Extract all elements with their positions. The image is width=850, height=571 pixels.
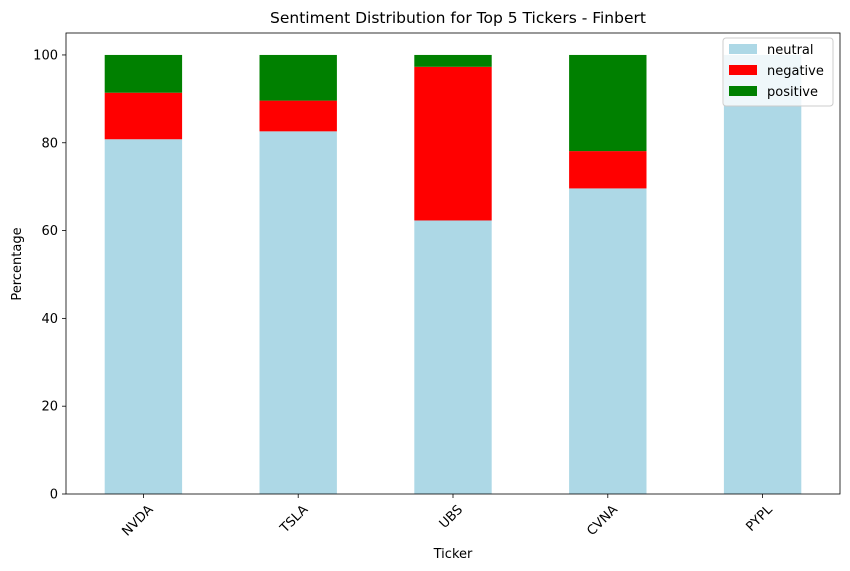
x-tick-label-cvna: CVNA xyxy=(584,502,621,539)
x-tick-label-pypl: PYPL xyxy=(743,502,776,535)
y-tick-label: 20 xyxy=(41,400,58,415)
bar-negative-tsla xyxy=(259,100,337,132)
y-tick-label: 40 xyxy=(41,312,58,327)
y-axis-label: Percentage xyxy=(10,227,25,300)
x-tick-label-nvda: NVDA xyxy=(119,502,156,539)
bar-neutral-ubs xyxy=(414,220,492,494)
chart-title: Sentiment Distribution for Top 5 Tickers… xyxy=(270,9,646,27)
bars-group xyxy=(104,54,802,495)
plot-frame xyxy=(65,32,841,495)
bar-positive-tsla xyxy=(259,54,337,101)
bar-negative-cvna xyxy=(569,151,647,189)
bar-neutral-tsla xyxy=(259,131,337,494)
x-tick-label-tsla: TSLA xyxy=(277,502,311,536)
y-axis-ticks: 0 20 40 60 80 100 xyxy=(33,48,66,503)
legend-swatch-neutral xyxy=(729,44,757,54)
bar-positive-nvda xyxy=(104,54,183,93)
bar-negative-nvda xyxy=(104,92,183,140)
legend-label-neutral: neutral xyxy=(767,43,814,58)
x-axis-ticks: NVDA TSLA UBS CVNA PYPL xyxy=(119,494,776,539)
bar-negative-ubs xyxy=(414,66,492,221)
legend-label-positive: positive xyxy=(767,85,818,100)
bar-neutral-nvda xyxy=(104,139,183,495)
legend-swatch-negative xyxy=(729,65,757,75)
bar-neutral-cvna xyxy=(569,188,647,494)
y-tick-label: 60 xyxy=(41,224,58,239)
legend-label-negative: negative xyxy=(767,64,824,79)
bar-positive-ubs xyxy=(414,54,492,67)
bar-neutral-pypl xyxy=(723,54,802,494)
y-tick-label: 100 xyxy=(33,48,58,63)
x-axis-label: Ticker xyxy=(433,547,473,562)
bar-positive-cvna xyxy=(569,54,647,152)
legend: neutral negative positive xyxy=(722,37,834,107)
legend-swatch-positive xyxy=(729,86,757,96)
y-tick-label: 0 xyxy=(50,488,58,503)
x-tick-label-ubs: UBS xyxy=(437,502,466,531)
y-tick-label: 80 xyxy=(41,136,58,151)
